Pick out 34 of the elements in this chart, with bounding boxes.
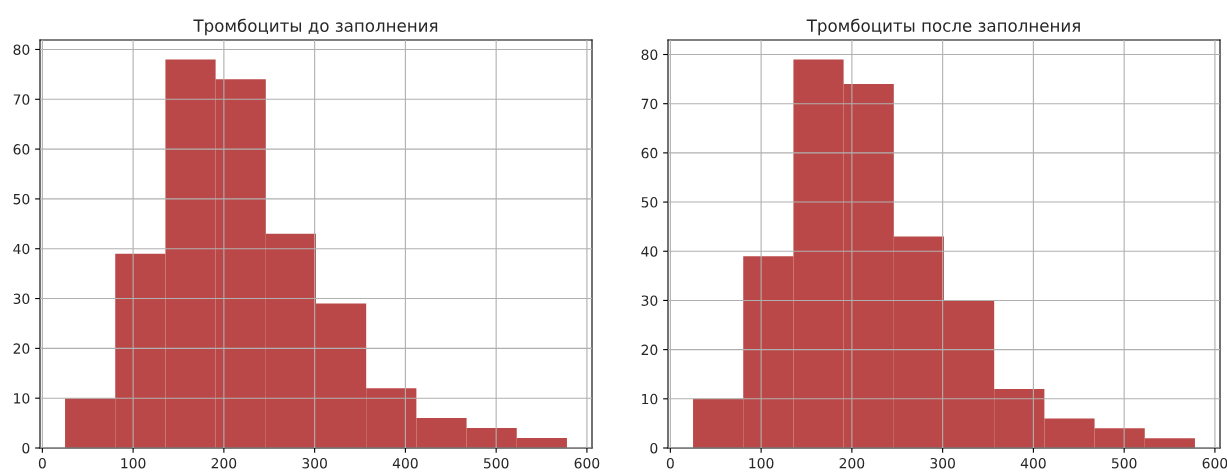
x-tick-label: 0: [38, 457, 46, 469]
x-tick-label: 100: [121, 457, 146, 469]
y-tick-label: 50: [641, 197, 658, 208]
y-tick-label: 80: [13, 44, 30, 55]
y-tick-label: 20: [641, 344, 658, 356]
x-tick-label: 400: [392, 457, 418, 469]
y-tick-label: 50: [13, 193, 30, 205]
x-tick-label: 600: [1202, 457, 1227, 469]
y-tick-label: 20: [13, 343, 30, 354]
x-tick-label: 400: [1020, 457, 1046, 469]
y-tick-label: 30: [641, 295, 658, 306]
y-tick-label: 30: [13, 293, 30, 305]
x-tick-label: 300: [302, 457, 327, 469]
y-tick-label: 70: [13, 94, 30, 105]
x-tick-label: 200: [839, 457, 865, 469]
y-tick-label: 0: [22, 442, 30, 454]
y-tick-label: 60: [641, 147, 658, 159]
y-tick-label: 70: [641, 98, 658, 110]
y-tick-label: 10: [642, 393, 658, 405]
x-tick-label: 0: [666, 457, 674, 469]
x-tick-label: 500: [483, 457, 509, 469]
x-tick-label: 500: [1111, 457, 1137, 469]
y-tick-label: 0: [650, 442, 658, 454]
y-tick-label: 80: [641, 49, 658, 60]
chart-title: Тромбоциты до заполнения: [193, 18, 438, 36]
x-tick-label: 300: [930, 457, 955, 469]
y-tick-label: 40: [13, 243, 30, 255]
x-tick-label: 100: [749, 457, 774, 469]
y-tick-label: 60: [13, 144, 30, 155]
x-tick-label: 600: [574, 457, 600, 469]
x-tick-label: 200: [211, 457, 237, 469]
y-tick-label: 10: [14, 393, 30, 404]
y-tick-label: 40: [641, 246, 658, 257]
chart-title: Тромбоциты после заполнения: [806, 18, 1080, 36]
